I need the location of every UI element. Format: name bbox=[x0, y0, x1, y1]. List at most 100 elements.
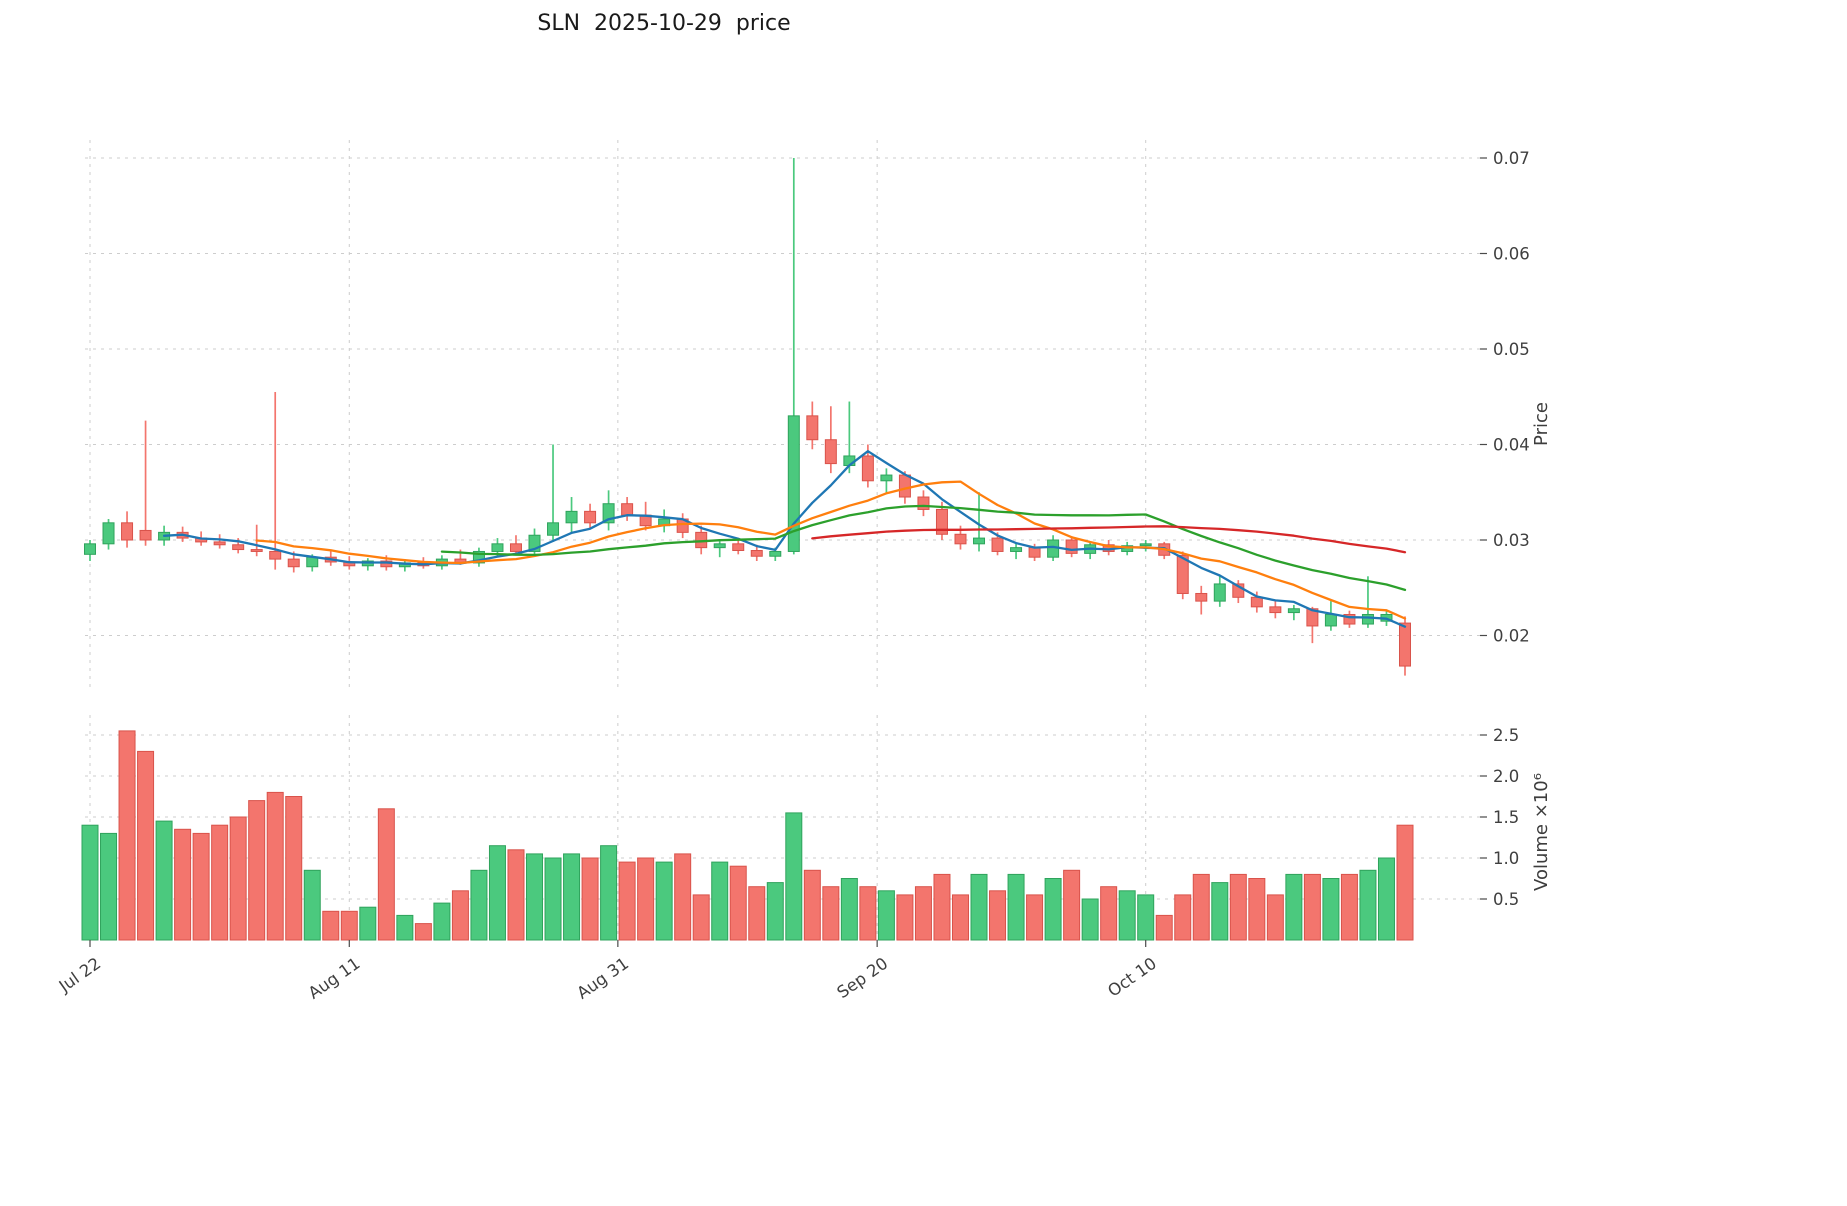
ma-line-ma5 bbox=[162, 450, 1407, 628]
volume-bar bbox=[711, 861, 729, 941]
candle-body bbox=[213, 541, 226, 546]
volume-bar bbox=[1248, 878, 1266, 941]
volume-bar bbox=[1229, 873, 1247, 941]
volume-bar bbox=[618, 861, 636, 941]
candle-body bbox=[861, 455, 874, 482]
volume-bar bbox=[1266, 894, 1284, 941]
candle-body bbox=[1287, 608, 1300, 614]
candle-body bbox=[769, 550, 782, 557]
volume-bar bbox=[1081, 898, 1099, 941]
volume-bar bbox=[600, 845, 618, 941]
candle-body bbox=[750, 550, 763, 557]
candle-body bbox=[787, 415, 800, 552]
candle-body bbox=[1399, 622, 1411, 667]
candle bbox=[658, 509, 671, 533]
candle-body bbox=[472, 550, 485, 564]
candle bbox=[1102, 540, 1115, 556]
volume-bar bbox=[1359, 869, 1377, 941]
volume-bar bbox=[155, 820, 173, 941]
price-tick-label: 0.02 bbox=[1493, 627, 1530, 646]
candle-body bbox=[1232, 583, 1245, 598]
candle bbox=[269, 391, 282, 570]
candle-body bbox=[1213, 583, 1226, 602]
candle bbox=[361, 558, 374, 571]
volume-bar bbox=[877, 890, 895, 941]
volume-bar bbox=[1396, 824, 1414, 941]
volume-bar bbox=[359, 906, 377, 941]
candle bbox=[1361, 576, 1374, 628]
volume-bar bbox=[914, 886, 932, 941]
candle-body bbox=[139, 529, 152, 541]
candle bbox=[584, 503, 597, 529]
candle-body bbox=[1269, 606, 1282, 614]
volume-bar bbox=[729, 865, 747, 941]
candle-body bbox=[1306, 608, 1319, 627]
price-axis-label: Price bbox=[1531, 402, 1552, 446]
volume-bar bbox=[266, 791, 284, 941]
volume-bar bbox=[377, 808, 395, 941]
volume-bar bbox=[451, 890, 469, 941]
volume-bar bbox=[414, 923, 432, 941]
candle-body bbox=[1195, 592, 1208, 602]
volume-bar bbox=[1155, 914, 1173, 941]
volume-bar bbox=[1285, 873, 1303, 941]
candle-body bbox=[547, 522, 560, 536]
volume-bar bbox=[248, 800, 266, 941]
volume-bar bbox=[396, 914, 414, 941]
ma-line-ma10 bbox=[255, 480, 1407, 620]
ma-line-ma40 bbox=[811, 525, 1407, 554]
candle bbox=[750, 544, 763, 562]
candle-body bbox=[1361, 613, 1374, 625]
volume-bar bbox=[840, 878, 858, 941]
candle bbox=[102, 518, 115, 550]
candle bbox=[139, 420, 152, 546]
volume-bar bbox=[1137, 894, 1155, 941]
volume-bar bbox=[174, 828, 192, 941]
volume-bar bbox=[303, 869, 321, 941]
candle bbox=[1324, 601, 1337, 631]
candle-body bbox=[917, 496, 930, 510]
plot-layers: 0.02 0.03 0.04 0.05 0.06 0.07 0.5 1.0 1.5 2.0 2.5 J… bbox=[55, 140, 1530, 1003]
candle-body bbox=[1343, 613, 1356, 625]
candle bbox=[1213, 576, 1226, 607]
candle-body bbox=[250, 549, 263, 552]
volume-bar bbox=[433, 902, 451, 941]
candle bbox=[621, 497, 634, 521]
candle bbox=[472, 547, 485, 567]
candle-body bbox=[991, 537, 1004, 552]
volume-bar bbox=[1377, 857, 1395, 941]
candle-body bbox=[824, 439, 837, 465]
candle bbox=[806, 401, 819, 450]
volume-bar bbox=[322, 910, 340, 941]
candle-body bbox=[935, 508, 948, 535]
candle bbox=[973, 492, 986, 552]
candle bbox=[547, 444, 560, 542]
volume-bar bbox=[1100, 886, 1118, 941]
candle bbox=[1176, 551, 1189, 600]
volume-bar bbox=[785, 812, 803, 941]
candle bbox=[1010, 543, 1023, 560]
price-tick-label: 0.07 bbox=[1493, 149, 1530, 168]
volume-bar bbox=[211, 824, 229, 941]
volume-bar bbox=[544, 857, 562, 941]
volume-bar bbox=[229, 816, 247, 941]
volume-bar bbox=[100, 832, 118, 941]
candle bbox=[509, 535, 522, 556]
volume-bar bbox=[933, 873, 951, 941]
volume-bar bbox=[859, 886, 877, 941]
candle-body bbox=[806, 415, 819, 441]
volume-bar bbox=[1174, 894, 1192, 941]
volume-tick-label: 0.5 bbox=[1493, 890, 1519, 909]
candle bbox=[676, 513, 689, 539]
volume-bar bbox=[1340, 873, 1358, 941]
price-tick-label: 0.06 bbox=[1493, 245, 1530, 264]
volume-bar bbox=[1211, 882, 1229, 941]
candle-body bbox=[898, 474, 911, 498]
candle-body bbox=[1028, 547, 1041, 558]
volume-axis-label: Volume ×10⁶ bbox=[1531, 773, 1552, 891]
candle bbox=[1269, 601, 1282, 619]
candle bbox=[1287, 604, 1300, 621]
candle-body bbox=[1010, 547, 1023, 552]
volume-tick-label: 2.0 bbox=[1493, 767, 1519, 786]
volume-bar bbox=[1303, 873, 1321, 941]
